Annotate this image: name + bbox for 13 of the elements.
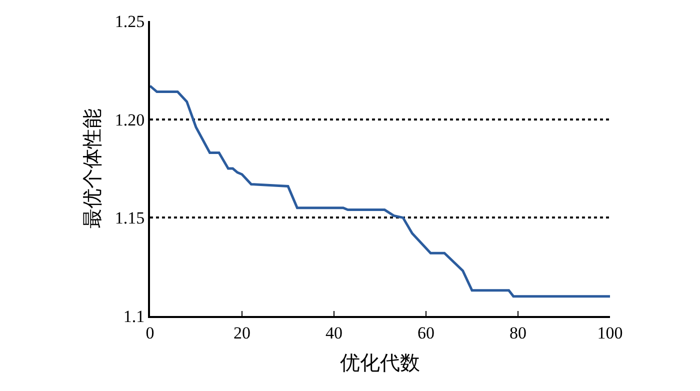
x-tick-label: 100 [597,323,623,342]
x-tick-label: 40 [326,323,342,342]
x-tick-label: 20 [234,323,250,342]
y-tick-label: 1.20 [114,110,145,130]
line-series [150,84,610,298]
x-tick-label: 60 [418,323,434,342]
x-axis-title: 优化代数 [340,352,420,374]
y-tick-label: 1.25 [114,12,145,31]
y-tick-label: 1.1 [123,306,145,326]
y-axis-title: 最优个体性能 [82,108,104,228]
x-tick-label: 80 [510,323,526,342]
x-tick-label: 0 [146,323,154,342]
y-tick-label: 1.15 [114,208,145,228]
